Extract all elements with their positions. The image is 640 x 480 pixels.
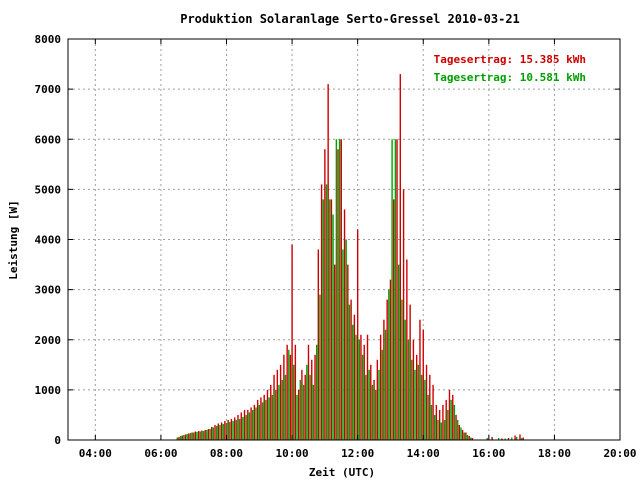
x-tick-label: 06:00 — [144, 447, 177, 460]
bars — [176, 74, 524, 440]
legend-entry-red: Tagesertrag: 15.385 kWh — [434, 53, 586, 66]
y-tick-label: 1000 — [35, 384, 62, 397]
y-tick-label: 6000 — [35, 133, 62, 146]
y-tick-label: 5000 — [35, 183, 62, 196]
x-axis-label: Zeit (UTC) — [309, 466, 375, 479]
y-tick-label: 3000 — [35, 284, 62, 297]
x-tick-label: 10:00 — [276, 447, 309, 460]
x-tick-label: 14:00 — [407, 447, 440, 460]
y-tick-label: 2000 — [35, 334, 62, 347]
y-tick-label: 4000 — [35, 234, 62, 247]
y-tick-label: 8000 — [35, 33, 62, 46]
y-tick-label: 7000 — [35, 83, 62, 96]
y-axis-label: Leistung [W] — [7, 200, 20, 279]
x-tick-label: 20:00 — [603, 447, 636, 460]
x-tick-label: 04:00 — [79, 447, 112, 460]
y-tick-label: 0 — [54, 434, 61, 447]
x-tick-label: 16:00 — [472, 447, 505, 460]
x-tick-label: 12:00 — [341, 447, 374, 460]
ticks: 0 1000 2000 3000 4000 5000 6000 7000 8000 04:00 06… — [35, 33, 637, 460]
x-tick-label: 08:00 — [210, 447, 243, 460]
legend-entry-green: Tagesertrag: 10.581 kWh — [434, 71, 586, 84]
x-tick-label: 18:00 — [538, 447, 571, 460]
chart-title: Produktion Solaranlage Serto-Gressel 201… — [180, 12, 520, 26]
